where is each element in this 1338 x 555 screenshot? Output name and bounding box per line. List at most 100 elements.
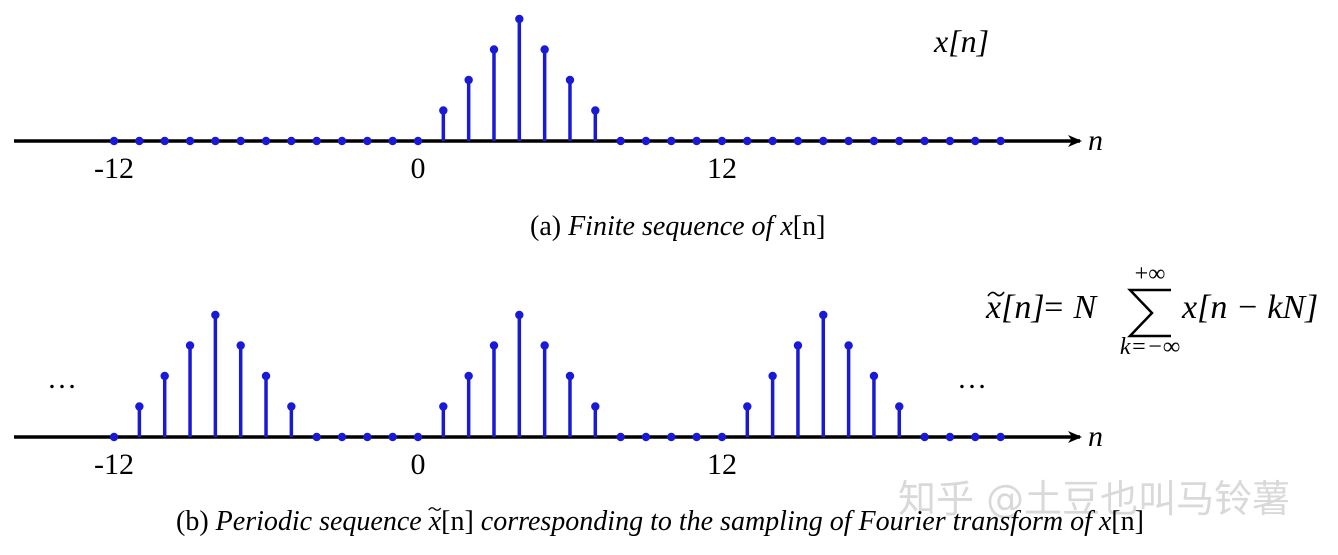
- tilde-mark-caption: [428, 507, 442, 511]
- stem-point-a-nneg4: [312, 136, 321, 146]
- stem-point-b-n16: [819, 310, 828, 320]
- caption-a: (a) Finite sequence of x[n]: [530, 211, 825, 242]
- caption-a-italic: Finite sequence of: [567, 211, 780, 242]
- stem-point-a-n16: [819, 136, 828, 146]
- caption-b: (b) Periodic sequence x[n] corresponding…: [176, 506, 1144, 537]
- tick-label-b-0: 0: [411, 448, 426, 481]
- caption-b-suffix: [n]: [1111, 506, 1144, 537]
- stem-point-b-n17: [844, 341, 853, 350]
- stem-point-b-n1: [439, 402, 448, 411]
- stem-point-a-n12: [717, 136, 727, 146]
- stem-point-b-nneg6: [261, 371, 271, 381]
- stem-point-a-n14: [768, 136, 777, 146]
- stem-point-b-n19: [895, 402, 904, 411]
- stem-point-b-n15: [793, 341, 803, 350]
- stem-point-b-n18: [869, 371, 879, 381]
- stem-point-b-n9: [641, 432, 651, 442]
- axis-label-b-n: n: [1088, 420, 1103, 453]
- stem-point-a-n23: [996, 136, 1005, 146]
- stem-point-b-nneg3: [337, 432, 347, 442]
- stem-point-a-n0: [413, 136, 423, 146]
- stem-point-b-n4: [515, 310, 524, 320]
- stem-point-b-n0: [413, 432, 423, 442]
- stem-point-b-nneg1: [388, 432, 397, 442]
- stem-point-b-n10: [667, 432, 676, 442]
- stem-point-a-n11: [692, 136, 701, 146]
- stem-point-a-n1: [439, 106, 448, 115]
- stem-point-a-nneg11: [135, 136, 144, 146]
- stem-point-a-n9: [641, 136, 651, 146]
- tick-label-b-12: 12: [707, 448, 737, 481]
- stem-point-a-nneg2: [363, 136, 372, 146]
- stems-b: [109, 310, 1005, 442]
- stem-point-b-n13: [743, 402, 752, 411]
- stem-point-b-nneg12: [109, 432, 119, 442]
- tick-label-b-neg12: -12: [94, 448, 134, 481]
- stem-point-a-n3: [489, 45, 499, 54]
- formula-eq: = N: [1042, 289, 1098, 326]
- caption-b-prefix: (b): [176, 506, 216, 537]
- caption-b-var-tilde: x: [428, 506, 442, 537]
- stem-point-a-n13: [743, 136, 752, 146]
- stem-point-b-n3: [489, 341, 499, 350]
- stem-point-b-n2: [464, 371, 473, 381]
- stem-point-b-n21: [945, 432, 955, 442]
- stem-point-a-n5: [540, 45, 549, 54]
- stem-point-b-nneg9: [185, 341, 195, 350]
- stem-point-a-nneg10: [160, 136, 169, 146]
- formula-rhs: x[n − kN]: [1181, 289, 1318, 326]
- stem-point-a-nneg6: [261, 136, 271, 146]
- stem-point-a-n2: [464, 75, 473, 85]
- stem-point-b-nneg4: [312, 432, 321, 442]
- annotation-a-xn: x[n]: [933, 23, 989, 59]
- stem-point-b-n12: [717, 432, 727, 442]
- tick-label-a-12: 12: [707, 152, 737, 185]
- axis-label-a-n: n: [1088, 124, 1103, 157]
- stem-point-a-n19: [895, 136, 904, 146]
- stem-point-b-n23: [996, 432, 1005, 442]
- stem-point-b-n11: [692, 432, 701, 442]
- stem-point-a-n15: [793, 136, 803, 146]
- stem-point-a-nneg5: [287, 136, 296, 146]
- stem-point-a-nneg12: [109, 136, 119, 146]
- tilde-mark-formula: [987, 291, 1005, 297]
- formula-lhs: x[n]: [985, 289, 1045, 326]
- formula-upper-limit: +∞: [1135, 261, 1166, 287]
- stem-point-a-n6: [565, 75, 575, 85]
- tick-label-a-0: 0: [411, 152, 426, 185]
- stem-point-a-nneg3: [337, 136, 347, 146]
- stem-point-b-n14: [768, 371, 777, 381]
- stem-point-b-nneg10: [160, 371, 169, 381]
- sigma-symbol: [1127, 288, 1171, 338]
- stem-point-b-n5: [540, 341, 549, 350]
- stem-point-b-n20: [920, 432, 929, 442]
- caption-a-var: x: [779, 211, 793, 242]
- stem-point-a-n17: [844, 136, 853, 146]
- stem-point-b-nneg8: [211, 310, 220, 320]
- stem-point-b-n6: [565, 371, 575, 381]
- stem-point-b-nneg5: [287, 402, 296, 411]
- stem-point-a-n20: [920, 136, 929, 146]
- stem-point-a-n10: [667, 136, 676, 146]
- caption-b-italic-2: corresponding to the sampling of Fourier…: [474, 506, 1099, 537]
- formula-lower-limit: k=−∞: [1120, 334, 1180, 360]
- stem-point-a-nneg8: [211, 136, 220, 146]
- tick-label-a-neg12: -12: [94, 152, 134, 185]
- stem-point-a-nneg7: [236, 136, 245, 146]
- stem-point-b-n7: [591, 402, 600, 411]
- caption-b-var: x: [1098, 506, 1112, 537]
- stem-point-a-n8: [616, 136, 625, 146]
- caption-b-mid: [n]: [441, 506, 474, 537]
- stem-point-b-nneg11: [135, 402, 144, 411]
- stem-point-a-n21: [945, 136, 955, 146]
- stem-point-b-nneg7: [236, 341, 245, 350]
- stem-point-b-n22: [971, 432, 980, 442]
- ellipsis-right: …: [957, 362, 987, 395]
- watermark-text: 知乎 @土豆也叫马铃薯: [898, 477, 1290, 521]
- plot-b-periodic-sequence: -12 0 12 n … … x[n] = N +∞ k=−∞ x[n − kN…: [14, 261, 1318, 537]
- stem-point-b-nneg2: [363, 432, 372, 442]
- stem-point-b-n8: [616, 432, 625, 442]
- ellipsis-left: …: [47, 362, 77, 395]
- stem-point-a-n4: [515, 14, 524, 24]
